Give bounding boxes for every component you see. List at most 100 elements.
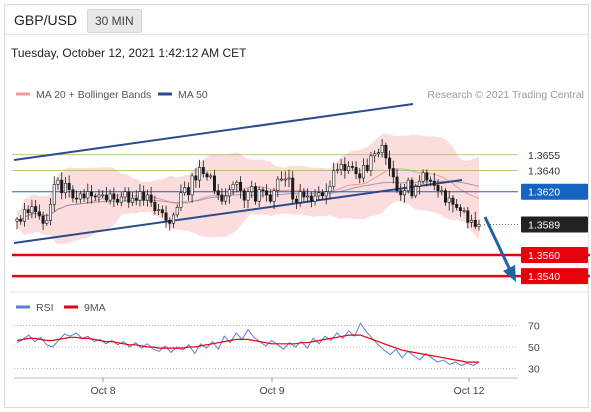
candle-body xyxy=(239,181,243,191)
candle-body xyxy=(406,179,410,191)
candle-body xyxy=(231,184,235,190)
candle-body xyxy=(358,173,362,179)
candle-body xyxy=(15,218,19,222)
level-label-1.3655: 1.3655 xyxy=(528,150,560,162)
candle-body xyxy=(458,207,462,212)
candle-body xyxy=(384,144,388,159)
candle-body xyxy=(201,167,205,175)
candle-body xyxy=(205,173,209,178)
candle-body xyxy=(399,190,403,196)
price-candles xyxy=(15,138,481,231)
x-tick-label: Oct 9 xyxy=(259,385,284,397)
candle-body xyxy=(242,190,246,201)
candle-body xyxy=(477,224,481,227)
candle-body xyxy=(272,190,276,202)
candle-body xyxy=(421,172,425,182)
candle-body xyxy=(395,176,399,191)
x-axis: Oct 8 Oct 9 Oct 12 xyxy=(90,378,485,397)
candle-body xyxy=(86,191,90,199)
candle-body xyxy=(473,219,477,227)
candle-body xyxy=(287,177,291,180)
candle-body xyxy=(410,179,414,197)
candle-body xyxy=(175,207,179,216)
rsi-tick-70: 70 xyxy=(528,320,540,332)
candle-body xyxy=(432,180,436,186)
candle-body xyxy=(131,197,135,203)
candle-body xyxy=(142,191,146,201)
candle-body xyxy=(26,209,30,214)
candle-body xyxy=(123,191,127,198)
timeframe-button[interactable]: 30 MIN xyxy=(87,9,142,33)
ma20-line xyxy=(16,168,480,221)
candle-body xyxy=(354,167,358,175)
level-tag-1.3540 xyxy=(521,268,588,285)
candle-body xyxy=(298,191,302,203)
rsi-ma9-line xyxy=(16,334,479,363)
level-label-1.3540: 1.3540 xyxy=(528,271,560,283)
chart-header: GBP/USD 30 MIN xyxy=(5,5,588,35)
candle-body xyxy=(466,210,470,223)
candle-body xyxy=(313,195,317,202)
candle-body xyxy=(190,175,194,196)
ma9-legend-label: 9MA xyxy=(84,302,106,314)
candle-body xyxy=(97,194,101,198)
rsi-tick-30: 30 xyxy=(528,364,540,376)
candle-body xyxy=(138,191,142,201)
candle-body xyxy=(280,178,284,181)
candle-body xyxy=(361,165,365,179)
candle-body xyxy=(332,170,336,187)
level-label-1.3560: 1.3560 xyxy=(528,250,560,262)
candle-body xyxy=(414,186,418,197)
candle-body xyxy=(149,194,153,203)
candle-body xyxy=(265,190,269,196)
candle-body xyxy=(93,195,97,198)
candle-body xyxy=(186,187,190,196)
candle-body xyxy=(49,204,53,221)
candle-body xyxy=(216,190,220,196)
candle-body xyxy=(417,180,421,187)
x-tick-label: Oct 8 xyxy=(90,385,115,397)
candle-body xyxy=(350,166,354,168)
copyright-text: Research © 2021 Trading Central xyxy=(427,89,584,101)
candle-body xyxy=(470,219,474,223)
candle-body xyxy=(78,193,82,200)
candle-body xyxy=(443,190,447,203)
channel-upper-line xyxy=(13,103,414,161)
level-tag-1.3620 xyxy=(521,183,588,200)
level-label-1.3589: 1.3589 xyxy=(528,219,560,231)
symbol-label: GBP/USD xyxy=(14,12,78,28)
candle-body xyxy=(321,192,325,197)
rsi-tick-50: 50 xyxy=(528,342,540,354)
level-tag-1.3589 xyxy=(521,216,588,233)
arrow-shaft xyxy=(483,216,512,271)
candle-body xyxy=(45,219,49,224)
candle-body xyxy=(90,191,94,197)
candle-body xyxy=(108,193,112,201)
candle-body xyxy=(63,182,67,194)
candle-body xyxy=(30,206,34,214)
candle-body xyxy=(127,191,131,203)
candle-body xyxy=(302,191,306,198)
candle-body xyxy=(402,190,406,196)
candle-body xyxy=(134,197,138,201)
candle-body xyxy=(116,198,120,203)
candle-body xyxy=(119,196,123,203)
candle-body xyxy=(306,195,310,198)
candle-body xyxy=(220,194,224,202)
candle-body xyxy=(429,179,433,182)
candle-body xyxy=(324,191,328,197)
candle-body xyxy=(145,194,149,201)
candle-body xyxy=(309,195,313,202)
candle-body xyxy=(112,193,116,200)
candle-body xyxy=(261,189,265,191)
candle-body xyxy=(335,169,339,171)
rsi-panel: 30 50 70 xyxy=(14,320,540,376)
candle-body xyxy=(380,144,384,153)
x-tick-label: Oct 12 xyxy=(454,385,485,397)
candle-body xyxy=(376,152,380,155)
candle-body xyxy=(194,175,198,181)
candle-body xyxy=(388,157,392,169)
candle-body xyxy=(369,155,373,171)
candle-body xyxy=(171,214,175,224)
level-labels: 1.3655 1.3640 1.3620 1.3589 1.3560 1.3540 xyxy=(521,150,588,285)
